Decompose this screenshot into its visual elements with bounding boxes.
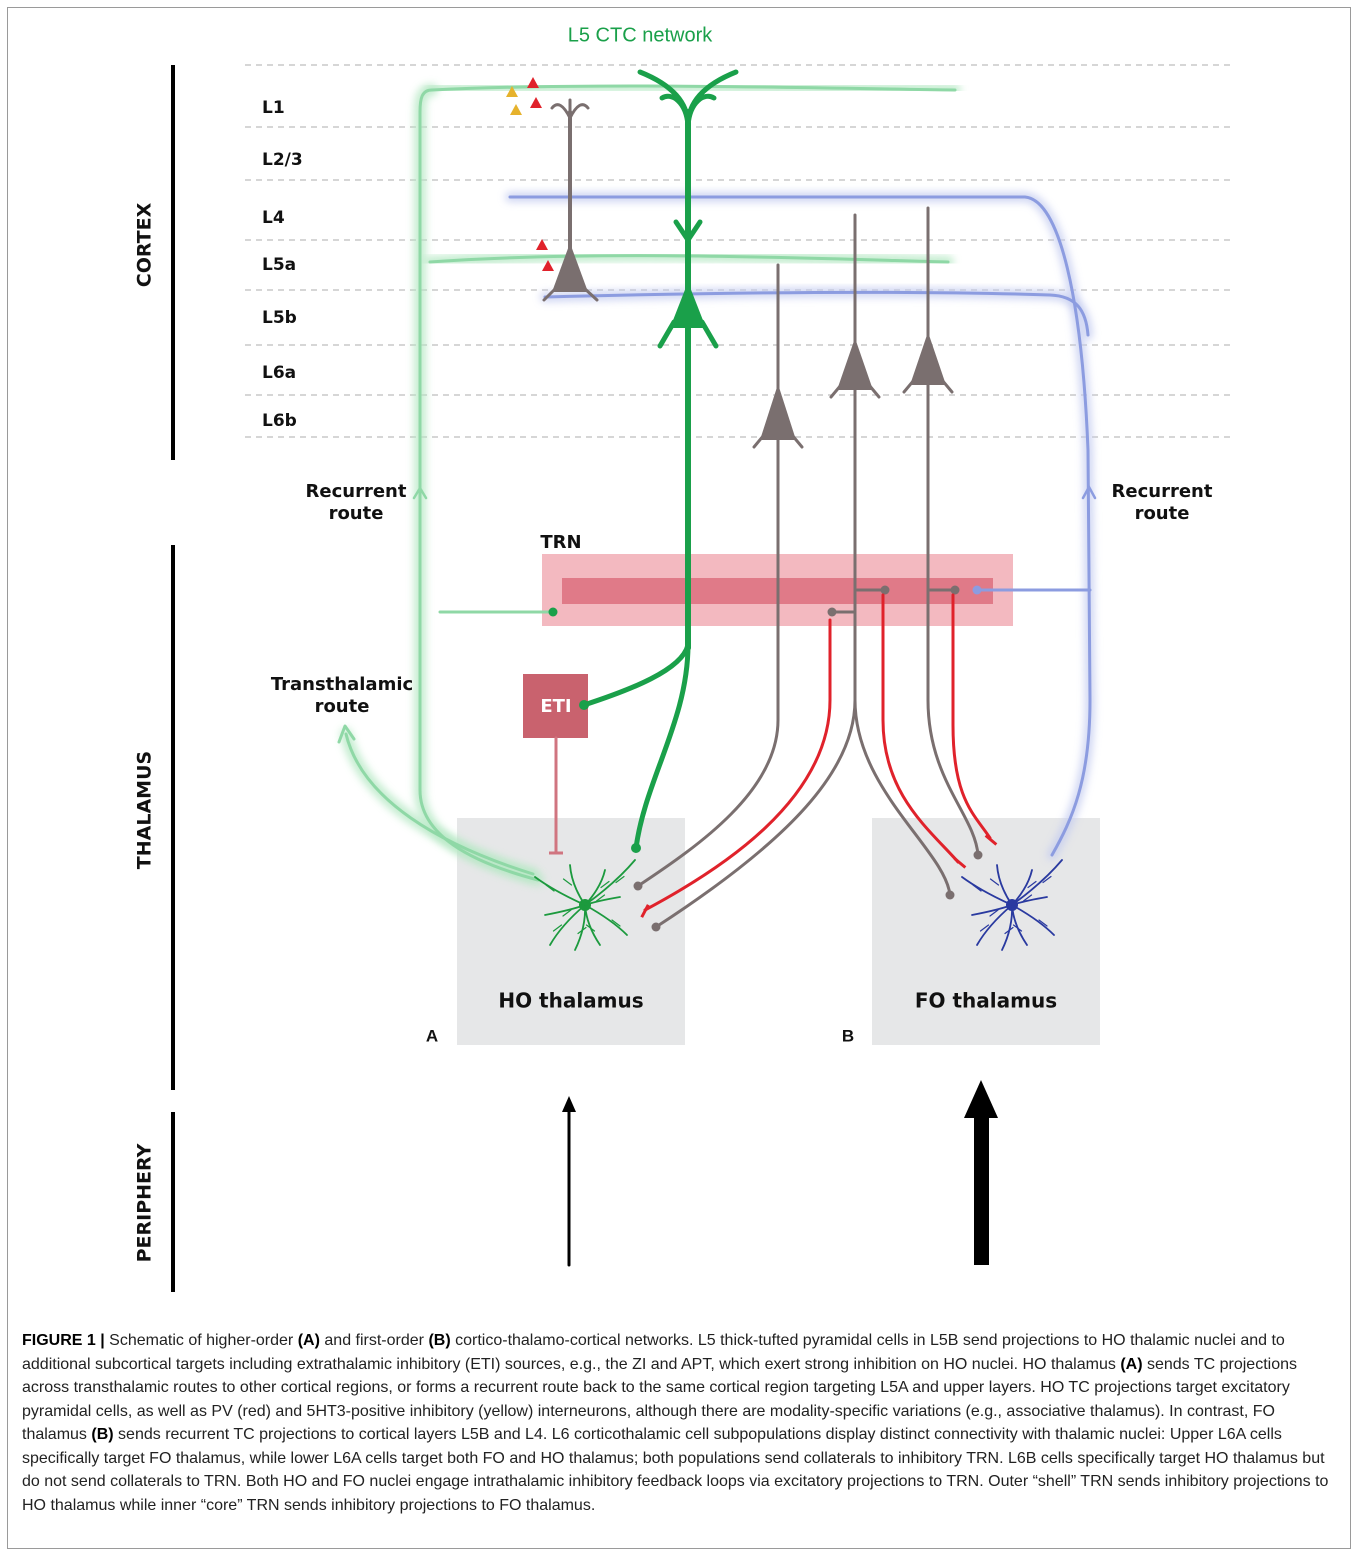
synapse — [974, 851, 983, 860]
synapse — [549, 608, 558, 617]
synapse — [634, 882, 643, 891]
soma — [910, 332, 946, 385]
trn-label: TRN — [540, 532, 581, 553]
caption-text: Schematic of higher-order — [109, 1332, 293, 1349]
route-label: route — [1135, 503, 1190, 524]
layer-label: L2/3 — [262, 150, 303, 170]
synapse — [951, 586, 960, 595]
axon — [584, 645, 688, 705]
arrowhead — [562, 1096, 576, 1112]
input-arrow-thick — [974, 1115, 989, 1265]
soma — [760, 384, 796, 440]
synapse — [946, 891, 955, 900]
soma — [837, 338, 873, 390]
route-label: Transthalamic — [271, 674, 413, 695]
panel-label: B — [842, 1026, 854, 1045]
synapse — [631, 843, 641, 853]
dendrite — [552, 105, 570, 118]
panel-label: A — [426, 1026, 438, 1045]
route-label: route — [329, 503, 384, 524]
dendrite — [702, 322, 716, 346]
caption-ref: (A) — [298, 1332, 320, 1349]
layer-label: L5a — [262, 255, 296, 275]
synapse — [652, 923, 661, 932]
synapse — [579, 700, 589, 710]
layer-label: L6b — [262, 411, 297, 431]
axon — [928, 208, 978, 855]
region-label: THALAMUS — [134, 751, 156, 869]
figure: L5 CTC network L1 L2/3 L4 L5a L5b L6a L6b CORT… — [0, 0, 1360, 1558]
fo-route-glow — [545, 292, 1088, 335]
tuft — [662, 96, 688, 125]
route-label: Recurrent — [306, 481, 407, 502]
eti-label: ETI — [540, 696, 571, 717]
synapse — [828, 608, 837, 617]
route-label: route — [315, 696, 370, 717]
synapse — [973, 586, 982, 595]
recurrent-route — [420, 90, 538, 880]
nucleus-label: FO thalamus — [915, 989, 1057, 1013]
dendrite — [904, 380, 914, 392]
layer-label: L4 — [262, 208, 285, 228]
layer-label: L6a — [262, 363, 296, 383]
tuft — [688, 96, 714, 125]
caption-ref: (B) — [91, 1426, 113, 1443]
region-label: PERIPHERY — [134, 1143, 156, 1262]
dendrite — [942, 380, 952, 392]
dendrite — [570, 105, 588, 118]
layer-label: L5b — [262, 308, 297, 328]
recurrent-route-glow — [420, 90, 538, 880]
title: L5 CTC network — [568, 24, 713, 46]
interneuron — [530, 97, 542, 108]
synapse — [881, 586, 890, 595]
caption-ref: (A) — [1120, 1356, 1142, 1373]
arrowhead — [964, 1080, 998, 1118]
caption-label: FIGURE 1 | — [22, 1332, 105, 1349]
interneuron — [510, 104, 522, 115]
dendrite — [660, 322, 674, 346]
region-label: CORTEX — [134, 202, 156, 287]
nucleus-label: HO thalamus — [498, 989, 643, 1013]
caption-ref: (B) — [428, 1332, 450, 1349]
layer-label: L1 — [262, 98, 285, 118]
caption-text: sends recurrent TC projections to cortic… — [22, 1426, 1328, 1514]
diagram: L5 CTC network L1 L2/3 L4 L5a L5b L6a L6b CORT… — [0, 0, 1360, 1310]
caption-text: and first-order — [324, 1332, 424, 1349]
route-label: Recurrent — [1112, 481, 1213, 502]
caption: FIGURE 1 | Schematic of higher-order (A)… — [22, 1329, 1338, 1517]
trn-projection — [953, 595, 990, 838]
